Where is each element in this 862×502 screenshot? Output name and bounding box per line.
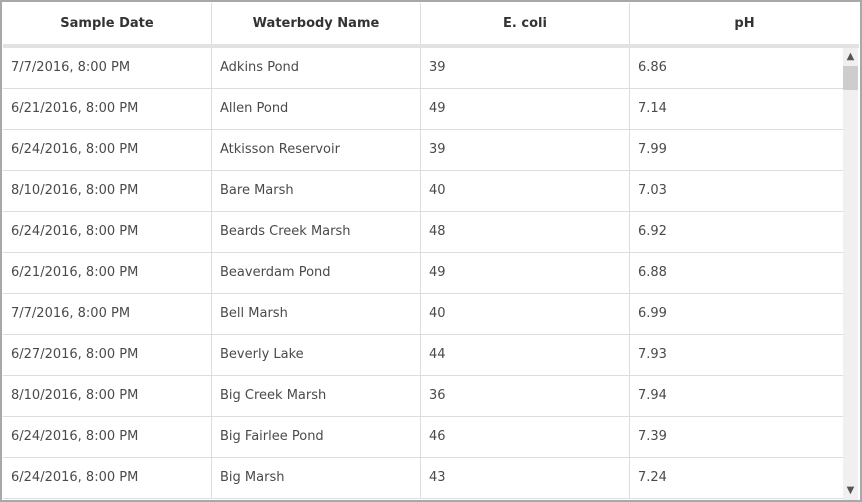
cell-sample-date: 6/21/2016, 8:00 PM xyxy=(3,253,212,293)
cell-e-coli: 48 xyxy=(421,212,630,252)
table-row[interactable]: 6/24/2016, 8:00 PM Atkisson Reservoir 39 7.… xyxy=(3,130,843,171)
cell-waterbody-name: Bell Marsh xyxy=(212,294,421,334)
table-row[interactable]: 7/7/2016, 8:00 PM Adkins Pond 39 6.86 xyxy=(3,48,843,89)
column-header-ph[interactable]: pH xyxy=(734,16,755,31)
table-row[interactable]: 8/10/2016, 8:00 PM Big Creek Marsh 36 7.94 xyxy=(3,376,843,417)
table-row[interactable]: 6/21/2016, 8:00 PM Beaverdam Pond 49 6.88 xyxy=(3,253,843,294)
cell-e-coli: 46 xyxy=(421,417,630,457)
table-body: 7/7/2016, 8:00 PM Adkins Pond 39 6.86 6/21/2… xyxy=(3,48,843,500)
table-row[interactable]: 6/24/2016, 8:00 PM Big Fairlee Pond 46 7.39 xyxy=(3,417,843,458)
cell-sample-date: 8/10/2016, 8:00 PM xyxy=(3,376,212,416)
cell-sample-date: 6/24/2016, 8:00 PM xyxy=(3,130,212,170)
table-row[interactable]: 6/21/2016, 8:00 PM Allen Pond 49 7.14 xyxy=(3,89,843,130)
cell-ph: 6.88 xyxy=(638,265,667,280)
cell-ph: 7.39 xyxy=(638,429,667,444)
cell-e-coli: 40 xyxy=(421,171,630,211)
table-row[interactable]: 7/7/2016, 8:00 PM Bell Marsh 40 6.99 xyxy=(3,294,843,335)
cell-waterbody-name: Beverly Lake xyxy=(212,335,421,375)
cell-sample-date: 6/21/2016, 8:00 PM xyxy=(3,89,212,129)
table-row[interactable]: 6/27/2016, 8:00 PM Beverly Lake 44 7.93 xyxy=(3,335,843,376)
cell-ph: 7.99 xyxy=(638,142,667,157)
table-row[interactable]: 6/24/2016, 8:00 PM Big Marsh 43 7.24 xyxy=(3,458,843,499)
cell-ph: 7.03 xyxy=(638,183,667,198)
cell-e-coli: 39 xyxy=(421,130,630,170)
cell-e-coli: 44 xyxy=(421,335,630,375)
chevron-down-icon[interactable]: ▼ xyxy=(846,485,855,496)
table-header: Sample Date Waterbody Name E. coli pH xyxy=(3,3,859,48)
column-header-sample-date[interactable]: Sample Date xyxy=(3,3,212,44)
scrollbar-thumb[interactable] xyxy=(843,66,858,90)
cell-e-coli: 43 xyxy=(421,458,630,498)
cell-ph: 7.14 xyxy=(638,101,667,116)
cell-sample-date: 6/24/2016, 8:00 PM xyxy=(3,417,212,457)
vertical-scrollbar[interactable]: ▲ ▼ xyxy=(843,48,858,500)
cell-sample-date: 7/7/2016, 8:00 PM xyxy=(3,294,212,334)
cell-waterbody-name: Adkins Pond xyxy=(212,48,421,88)
table-row[interactable]: 8/10/2016, 8:00 PM Bare Marsh 40 7.03 xyxy=(3,171,843,212)
cell-sample-date: 6/24/2016, 8:00 PM xyxy=(3,458,212,498)
cell-waterbody-name: Allen Pond xyxy=(212,89,421,129)
cell-ph: 6.92 xyxy=(638,224,667,239)
cell-ph: 7.24 xyxy=(638,470,667,485)
cell-sample-date: 6/24/2016, 8:00 PM xyxy=(3,212,212,252)
cell-e-coli: 36 xyxy=(421,376,630,416)
cell-e-coli: 49 xyxy=(421,89,630,129)
cell-e-coli: 40 xyxy=(421,294,630,334)
column-header-waterbody-name[interactable]: Waterbody Name xyxy=(212,3,421,44)
cell-sample-date: 6/27/2016, 8:00 PM xyxy=(3,335,212,375)
cell-sample-date: 8/10/2016, 8:00 PM xyxy=(3,171,212,211)
cell-waterbody-name: Atkisson Reservoir xyxy=(212,130,421,170)
cell-e-coli: 49 xyxy=(421,253,630,293)
cell-ph: 6.99 xyxy=(638,306,667,321)
cell-ph: 6.86 xyxy=(638,60,667,75)
cell-waterbody-name: Beaverdam Pond xyxy=(212,253,421,293)
cell-sample-date: 7/7/2016, 8:00 PM xyxy=(3,48,212,88)
cell-waterbody-name: Beards Creek Marsh xyxy=(212,212,421,252)
column-header-e-coli[interactable]: E. coli xyxy=(421,3,630,44)
cell-ph: 7.93 xyxy=(638,347,667,362)
cell-waterbody-name: Bare Marsh xyxy=(212,171,421,211)
cell-waterbody-name: Big Creek Marsh xyxy=(212,376,421,416)
cell-ph: 7.94 xyxy=(638,388,667,403)
table-row[interactable]: 6/24/2016, 8:00 PM Beards Creek Marsh 48 6.… xyxy=(3,212,843,253)
chevron-up-icon[interactable]: ▲ xyxy=(846,51,855,62)
cell-e-coli: 39 xyxy=(421,48,630,88)
cell-waterbody-name: Big Fairlee Pond xyxy=(212,417,421,457)
cell-waterbody-name: Big Marsh xyxy=(212,458,421,498)
